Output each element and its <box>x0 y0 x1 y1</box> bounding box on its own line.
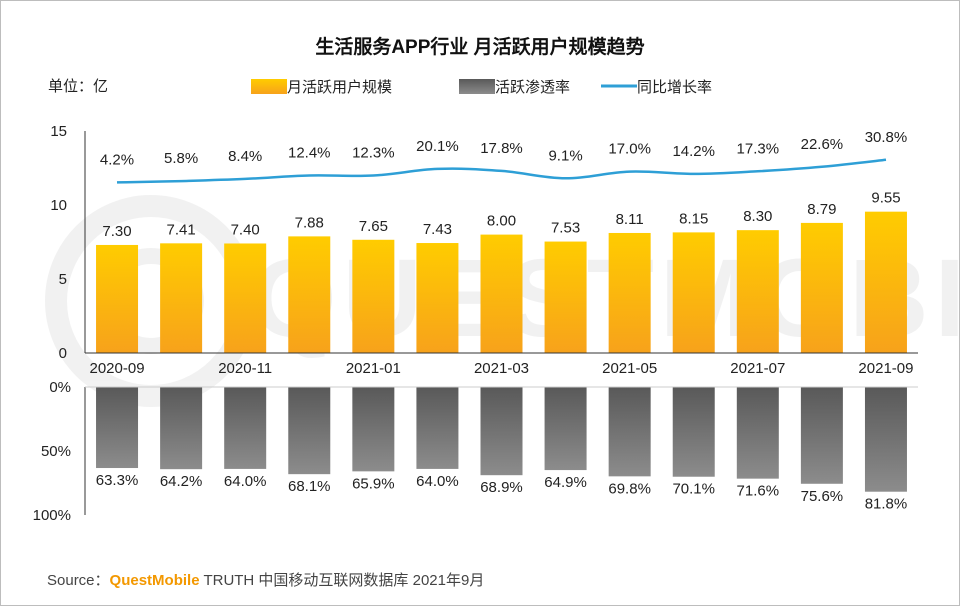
penetration-value-label: 65.9% <box>352 475 395 492</box>
mau-bar <box>800 222 843 353</box>
x-tick-label: 2020-11 <box>218 360 272 377</box>
y-tick-label: 50% <box>41 443 71 460</box>
mau-bar <box>96 244 139 353</box>
y-tick-label: 100% <box>33 507 71 524</box>
mau-value-label: 7.53 <box>551 220 580 237</box>
mau-value-label: 7.43 <box>423 221 452 238</box>
y-tick-label: 5 <box>59 271 67 288</box>
unit-label: 单位：亿 <box>48 78 108 95</box>
penetration-bar <box>672 387 715 477</box>
mau-bar <box>224 243 267 353</box>
legend-yoy-label: 同比增长率 <box>637 79 712 96</box>
y-tick-label: 0% <box>49 379 71 396</box>
penetration-value-label: 69.8% <box>608 480 651 497</box>
penetration-value-label: 64.9% <box>544 474 587 491</box>
penetration-bar <box>800 387 843 484</box>
mau-value-label: 8.79 <box>807 201 836 218</box>
source-suffix: TRUTH 中国移动互联网数据库 2021年9月 <box>199 572 485 589</box>
y-tick-label: 10 <box>50 197 67 214</box>
mau-bar <box>160 243 203 353</box>
yoy-value-label: 4.2% <box>100 151 134 168</box>
penetration-bar <box>608 387 651 477</box>
penetration-bar <box>224 387 267 469</box>
mau-bar <box>352 239 395 353</box>
penetration-value-label: 64.0% <box>416 473 459 490</box>
legend: 月活跃用户规模 活跃渗透率 同比增长率 <box>251 79 712 96</box>
mau-bar <box>416 243 459 353</box>
mau-bar <box>864 211 907 353</box>
yoy-value-label: 8.4% <box>228 148 262 165</box>
yoy-series-line <box>116 158 887 184</box>
mau-value-label: 7.30 <box>102 223 131 240</box>
mau-value-label: 8.00 <box>487 213 516 230</box>
penetration-bar <box>864 387 907 492</box>
x-tick-label: 2021-09 <box>858 360 913 377</box>
legend-mau-swatch <box>251 79 287 94</box>
yoy-value-label: 12.3% <box>352 145 395 162</box>
yoy-value-label: 9.1% <box>548 147 582 164</box>
yoy-value-label: 14.2% <box>672 143 715 160</box>
y-tick-label: 15 <box>50 123 67 140</box>
y-tick-label: 0 <box>59 345 67 362</box>
yoy-value-label: 17.0% <box>608 141 651 158</box>
penetration-bar <box>736 387 779 479</box>
mau-bar <box>608 232 651 353</box>
penetration-bar <box>480 387 523 476</box>
penetration-value-label: 71.6% <box>737 483 780 500</box>
mau-value-label: 7.41 <box>167 221 196 238</box>
penetration-bar <box>352 387 395 472</box>
mau-value-label: 7.40 <box>231 221 260 238</box>
x-tick-label: 2021-01 <box>346 360 401 377</box>
x-tick-label: 2021-07 <box>730 360 785 377</box>
mau-value-label: 9.55 <box>871 190 900 207</box>
mau-bar <box>288 236 331 353</box>
penetration-bar <box>96 387 139 469</box>
penetration-value-label: 68.9% <box>480 479 523 496</box>
yoy-value-label: 22.6% <box>801 136 844 153</box>
yoy-value-label: 5.8% <box>164 150 198 167</box>
chart-title: 生活服务APP行业 月活跃用户规模趋势 <box>315 35 644 58</box>
mau-value-label: 8.11 <box>616 211 644 228</box>
legend-penetration-label: 活跃渗透率 <box>495 79 570 96</box>
mau-value-label: 8.15 <box>679 210 708 227</box>
penetration-value-label: 64.0% <box>224 473 267 490</box>
mau-bar <box>736 230 779 353</box>
mau-value-label: 7.65 <box>359 218 388 235</box>
source-brand: QuestMobile <box>109 572 200 589</box>
yoy-value-label: 12.4% <box>288 144 331 161</box>
mau-bar <box>672 232 715 353</box>
penetration-value-label: 63.3% <box>96 472 139 489</box>
source-prefix: Source： <box>47 572 110 589</box>
penetration-value-label: 75.6% <box>801 488 844 505</box>
x-tick-label: 2020-09 <box>90 360 145 377</box>
penetration-value-label: 64.2% <box>160 473 203 490</box>
penetration-bar <box>416 387 459 469</box>
penetration-value-label: 81.8% <box>865 496 908 513</box>
yoy-value-label: 17.8% <box>480 140 523 157</box>
yoy-value-label: 30.8% <box>865 129 908 146</box>
mau-bar <box>480 234 523 353</box>
mau-value-label: 7.88 <box>295 214 324 231</box>
mau-value-label: 8.30 <box>743 208 772 225</box>
penetration-value-label: 68.1% <box>288 478 331 495</box>
legend-penetration-swatch <box>459 79 495 94</box>
penetration-bar <box>544 387 587 471</box>
penetration-bar <box>288 387 331 475</box>
source-note: Source：QuestMobile TRUTH 中国移动互联网数据库 2021… <box>47 569 484 590</box>
penetration-bar <box>160 387 203 470</box>
penetration-value-label: 70.1% <box>672 481 715 498</box>
mau-bar <box>544 241 587 353</box>
yoy-value-label: 17.3% <box>737 140 780 157</box>
legend-mau-label: 月活跃用户规模 <box>287 79 392 96</box>
yoy-value-label: 20.1% <box>416 138 459 155</box>
x-tick-label: 2021-05 <box>602 360 657 377</box>
x-tick-label: 2021-03 <box>474 360 529 377</box>
